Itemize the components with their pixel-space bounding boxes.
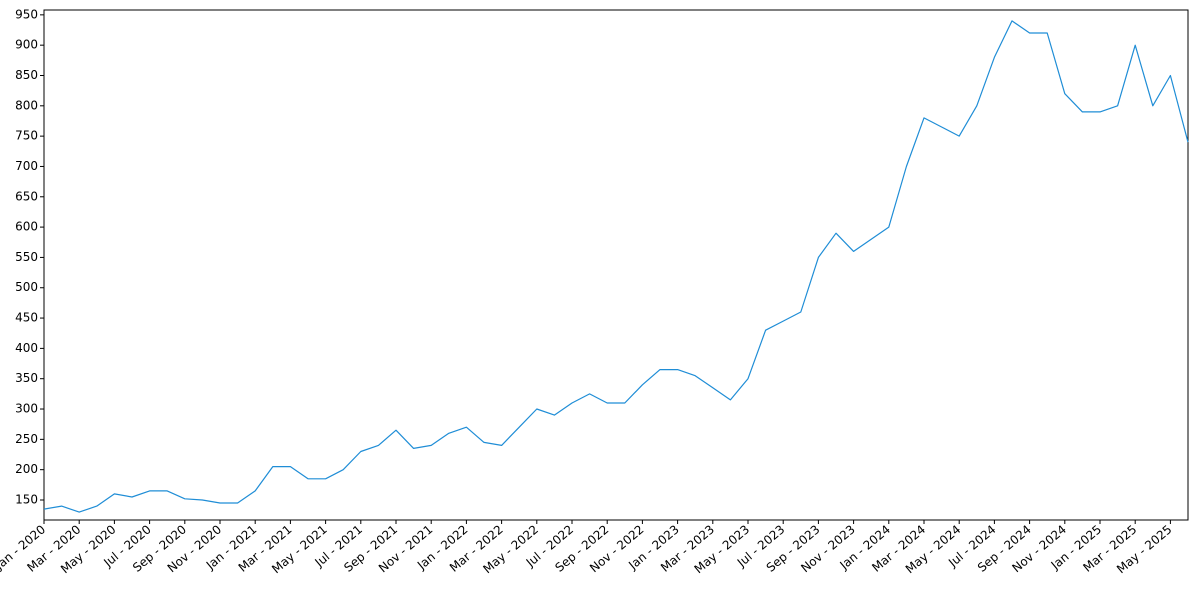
y-tick-label: 350 — [15, 371, 38, 385]
y-tick-label: 800 — [15, 98, 38, 112]
y-tick-label: 900 — [15, 38, 38, 52]
y-tick-label: 600 — [15, 220, 38, 234]
y-tick-label: 450 — [15, 311, 38, 325]
y-tick-label: 400 — [15, 341, 38, 355]
y-tick-label: 300 — [15, 402, 38, 416]
y-tick-label: 850 — [15, 68, 38, 82]
y-tick-label: 150 — [15, 492, 38, 506]
y-tick-label: 500 — [15, 280, 38, 294]
y-tick-label: 200 — [15, 462, 38, 476]
price-line — [43, 20, 1189, 513]
y-tick-label: 550 — [15, 250, 38, 264]
y-tick-label: 700 — [15, 159, 38, 173]
plot-frame — [43, 9, 1189, 521]
y-tick-label: 650 — [15, 189, 38, 203]
y-tick-label: 950 — [15, 7, 38, 21]
y-tick-label: 250 — [15, 432, 38, 446]
y-tick-label: 750 — [15, 129, 38, 143]
